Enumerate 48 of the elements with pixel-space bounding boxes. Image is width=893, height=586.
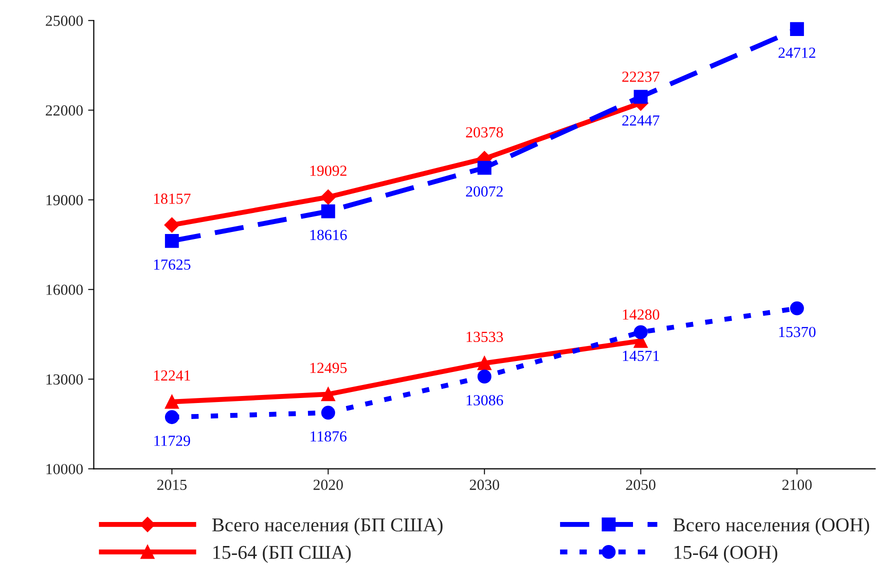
- legend-label: Всего населения (ООН): [673, 518, 870, 536]
- x-tick-label: 2030: [470, 480, 500, 490]
- y-tick-label: 13000: [46, 374, 83, 385]
- y-tick-label: 25000: [46, 16, 83, 26]
- point: [790, 301, 804, 316]
- data-label: 12241: [154, 370, 190, 380]
- y-tick-label: 10000: [46, 464, 83, 474]
- data-label: 18616: [310, 230, 347, 240]
- data-label: 20072: [466, 186, 503, 197]
- point: [790, 22, 804, 36]
- x-tick-label: 2050: [626, 480, 656, 490]
- data-label: 13533: [466, 332, 503, 342]
- point: [478, 356, 492, 370]
- data-label: 17625: [154, 259, 190, 270]
- data-label: 19092: [310, 166, 346, 176]
- legend-label: 15-64 (ООН): [674, 545, 778, 563]
- data-label: 14280: [622, 309, 660, 320]
- data-label: 22447: [622, 115, 660, 126]
- data-label: 12495: [310, 362, 347, 374]
- data-label: 20378: [466, 127, 503, 138]
- point: [164, 394, 179, 409]
- data-label: 24712: [778, 48, 816, 58]
- data-label: 11729: [154, 436, 190, 446]
- point: [321, 204, 336, 218]
- point: [320, 190, 336, 205]
- y-tick-label: 19000: [46, 194, 83, 206]
- data-label: 22237: [622, 72, 660, 82]
- point: [634, 90, 648, 104]
- data-label: 11876: [310, 431, 347, 442]
- point: [164, 234, 179, 248]
- y-tick-label: 22000: [46, 105, 83, 116]
- point: [478, 160, 492, 175]
- legend-label: Всего населения (БП США): [212, 518, 443, 536]
- data-label: 18157: [154, 194, 191, 204]
- point: [164, 410, 179, 424]
- point: [478, 370, 492, 384]
- x-tick-label: 2015: [157, 480, 187, 490]
- point: [634, 325, 648, 340]
- data-label: 15370: [779, 326, 816, 338]
- point: [321, 387, 336, 402]
- point: [164, 217, 180, 233]
- data-label: 14571: [622, 350, 659, 362]
- y-tick-label: 16000: [46, 284, 83, 295]
- point: [321, 406, 336, 420]
- x-tick-label: 2020: [314, 480, 343, 490]
- legend-label: 15-64 (БП США): [213, 545, 351, 563]
- x-tick-label: 2100: [782, 480, 812, 490]
- data-label: 13086: [466, 395, 504, 406]
